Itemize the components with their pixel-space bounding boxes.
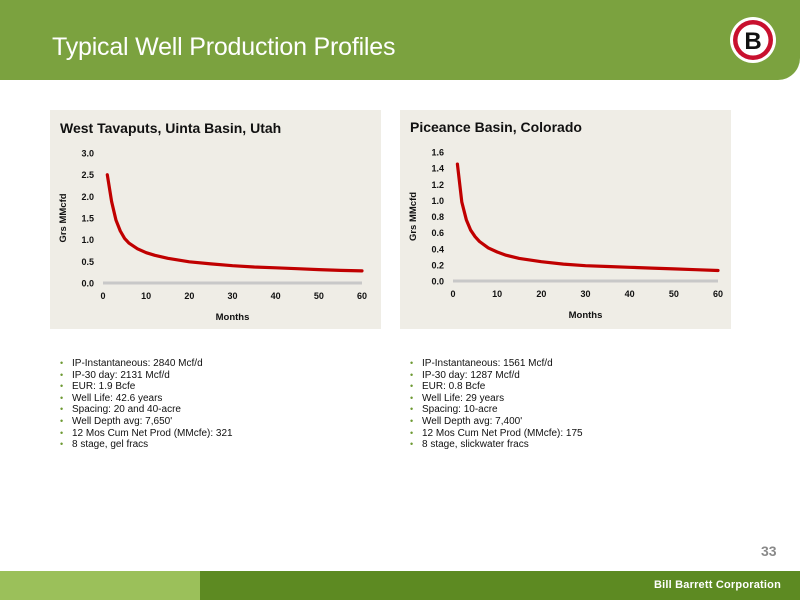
chart-title: Piceance Basin, Colorado bbox=[410, 119, 582, 135]
chart-panel-uinta: West Tavaputs, Uinta Basin, Utah 0.0 0.5 1… bbox=[50, 110, 381, 329]
x-axis-label: Months bbox=[216, 312, 250, 323]
y-tick-label: 0.0 bbox=[81, 279, 94, 289]
y-tick-label: 0.2 bbox=[431, 260, 444, 270]
list-item: Well Depth avg: 7,650' bbox=[60, 416, 233, 428]
company-logo-icon: B bbox=[730, 17, 776, 63]
list-item: 12 Mos Cum Net Prod (MMcfe): 321 bbox=[60, 428, 233, 440]
logo-letter: B bbox=[744, 28, 761, 55]
x-tick-label: 0 bbox=[450, 289, 455, 299]
x-tick-label: 50 bbox=[314, 291, 324, 301]
list-item: Spacing: 20 and 40-acre bbox=[60, 404, 233, 416]
list-item: IP-30 day: 1287 Mcf/d bbox=[410, 370, 583, 382]
y-tick-label: 0.0 bbox=[431, 277, 444, 287]
header-bar: Typical Well Production Profiles B bbox=[0, 0, 800, 80]
y-tick-label: 1.6 bbox=[431, 148, 444, 158]
chart-uinta: 0.0 0.5 1.0 1.5 2.0 2.5 3.0 0 10 20 30 40 50 60 Months… bbox=[58, 149, 367, 324]
list-item: Spacing: 10-acre bbox=[410, 404, 583, 416]
list-item: Well Life: 42.6 years bbox=[60, 393, 233, 405]
x-tick-label: 40 bbox=[271, 291, 281, 301]
y-tick-label: 3.0 bbox=[81, 149, 94, 159]
x-tick-label: 20 bbox=[184, 291, 194, 301]
stats-list-piceance: IP-Instantaneous: 1561 Mcf/d IP-30 day: … bbox=[410, 358, 583, 451]
x-tick-label: 30 bbox=[227, 291, 237, 301]
y-tick-label: 2.5 bbox=[81, 170, 94, 180]
footer-bar-right: Bill Barrett Corporation bbox=[200, 571, 800, 600]
chart-piceance: 0.0 0.2 0.4 0.6 0.8 1.0 1.2 1.4 1.6 0 10 20 30 40 50 60… bbox=[408, 148, 723, 322]
list-item: EUR: 0.8 Bcfe bbox=[410, 381, 583, 393]
list-item: EUR: 1.9 Bcfe bbox=[60, 381, 233, 393]
slide-title: Typical Well Production Profiles bbox=[52, 33, 396, 61]
chart-title: West Tavaputs, Uinta Basin, Utah bbox=[60, 120, 282, 136]
y-axis-label: Grs MMcfd bbox=[58, 193, 69, 242]
y-tick-label: 0.6 bbox=[431, 228, 444, 238]
chart-panel-piceance: Piceance Basin, Colorado 0.0 0.2 0.4 0.6 0.8… bbox=[400, 110, 731, 329]
y-tick-label: 2.0 bbox=[81, 192, 94, 202]
y-axis-label: Grs MMcfd bbox=[408, 192, 419, 241]
y-tick-label: 0.8 bbox=[431, 212, 444, 222]
x-tick-label: 40 bbox=[625, 289, 635, 299]
x-tick-label: 0 bbox=[100, 291, 105, 301]
x-tick-label: 50 bbox=[669, 289, 679, 299]
company-name: Bill Barrett Corporation bbox=[653, 579, 781, 591]
list-item: 8 stage, gel fracs bbox=[60, 439, 233, 451]
page-number: 33 bbox=[761, 543, 777, 559]
y-tick-label: 0.4 bbox=[431, 244, 444, 254]
x-axis-label: Months bbox=[569, 310, 603, 321]
y-tick-label: 1.4 bbox=[431, 164, 444, 174]
production-curve-line bbox=[105, 173, 364, 273]
y-tick-label: 1.2 bbox=[431, 180, 444, 190]
y-tick-label: 0.5 bbox=[81, 257, 94, 267]
stats-list-uinta: IP-Instantaneous: 2840 Mcf/d IP-30 day: … bbox=[60, 358, 233, 451]
y-tick-label: 1.5 bbox=[81, 214, 94, 224]
x-tick-label: 10 bbox=[492, 289, 502, 299]
y-tick-label: 1.0 bbox=[431, 196, 444, 206]
y-tick-label: 1.0 bbox=[81, 235, 94, 245]
x-tick-label: 20 bbox=[536, 289, 546, 299]
x-tick-label: 60 bbox=[713, 289, 723, 299]
list-item: Well Life: 29 years bbox=[410, 393, 583, 405]
x-tick-label: 30 bbox=[580, 289, 590, 299]
x-tick-label: 10 bbox=[141, 291, 151, 301]
footer-bar-left bbox=[0, 571, 200, 600]
list-item: IP-Instantaneous: 1561 Mcf/d bbox=[410, 358, 583, 370]
list-item: IP-Instantaneous: 2840 Mcf/d bbox=[60, 358, 233, 370]
list-item: IP-30 day: 2131 Mcf/d bbox=[60, 370, 233, 382]
x-tick-label: 60 bbox=[357, 291, 367, 301]
list-item: 12 Mos Cum Net Prod (MMcfe): 175 bbox=[410, 428, 583, 440]
production-curve-line bbox=[455, 162, 720, 273]
list-item: Well Depth avg: 7,400' bbox=[410, 416, 583, 428]
list-item: 8 stage, slickwater fracs bbox=[410, 439, 583, 451]
